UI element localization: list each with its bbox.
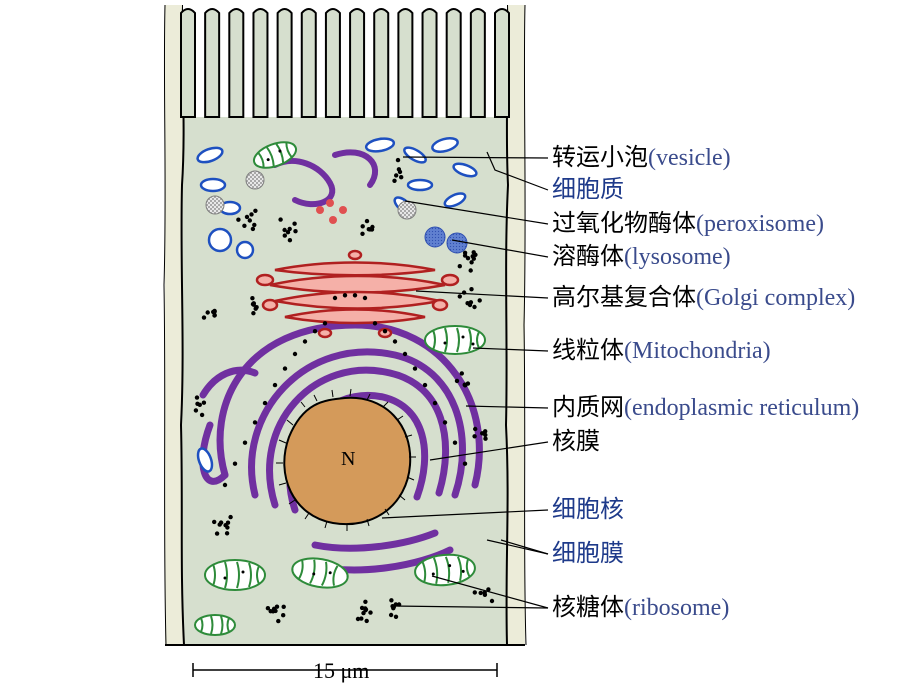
label-text-en: (endoplasmic reticulum) bbox=[624, 395, 859, 421]
label-text-en: (Golgi complex) bbox=[696, 285, 855, 311]
label-cytoplasm: 细胞质 bbox=[552, 176, 624, 204]
leader-line-peroxisome bbox=[405, 201, 548, 224]
leader-line-golgi bbox=[416, 291, 548, 298]
label-er: 内质网(endoplasmic reticulum) bbox=[552, 394, 859, 422]
leader-line-cellmem2 bbox=[501, 540, 548, 554]
label-text: 细胞膜 bbox=[552, 541, 624, 567]
leader-line-ribo2 bbox=[432, 576, 548, 608]
label-mito: 线粒体(Mitochondria) bbox=[552, 337, 771, 365]
leader-line-nucleus bbox=[382, 510, 548, 518]
label-text-en: (peroxisome) bbox=[696, 211, 824, 237]
label-text-en: (Mitochondria) bbox=[624, 338, 771, 364]
label-text-zh: 线粒体 bbox=[552, 338, 624, 364]
label-text-zh: 转运小泡 bbox=[552, 145, 648, 171]
leader-line-nucmem bbox=[430, 442, 548, 460]
label-text-zh: 核糖体 bbox=[552, 595, 624, 621]
label-cellmem: 细胞膜 bbox=[552, 540, 624, 568]
label-text-en: (lysosome) bbox=[624, 244, 731, 270]
leader-lines-layer bbox=[0, 0, 920, 690]
leader-line-er bbox=[466, 406, 548, 408]
leader-line-vesicle bbox=[403, 157, 548, 158]
label-text-zh: 过氧化物酶体 bbox=[552, 211, 696, 237]
label-text-zh: 内质网 bbox=[552, 395, 624, 421]
label-vesicle: 转运小泡(vesicle) bbox=[552, 144, 731, 172]
label-text: 核膜 bbox=[552, 429, 600, 455]
leader-line-ribo1 bbox=[393, 606, 548, 608]
label-text-zh: 溶酶体 bbox=[552, 244, 624, 270]
label-text-zh: 高尔基复合体 bbox=[552, 285, 696, 311]
label-text-en: (ribosome) bbox=[624, 595, 729, 621]
leader-line-lysosome bbox=[452, 240, 548, 257]
label-golgi: 高尔基复合体(Golgi complex) bbox=[552, 284, 855, 312]
leader-line-mito bbox=[473, 348, 548, 351]
label-lysosome: 溶酶体(lysosome) bbox=[552, 243, 731, 271]
label-nucleus: 细胞核 bbox=[552, 496, 624, 524]
label-text: 细胞核 bbox=[552, 497, 624, 523]
label-text-en: (vesicle) bbox=[648, 145, 731, 171]
label-text: 细胞质 bbox=[552, 177, 624, 203]
label-nucmem: 核膜 bbox=[552, 428, 600, 456]
label-peroxisome: 过氧化物酶体(peroxisome) bbox=[552, 210, 824, 238]
label-ribo: 核糖体(ribosome) bbox=[552, 594, 729, 622]
